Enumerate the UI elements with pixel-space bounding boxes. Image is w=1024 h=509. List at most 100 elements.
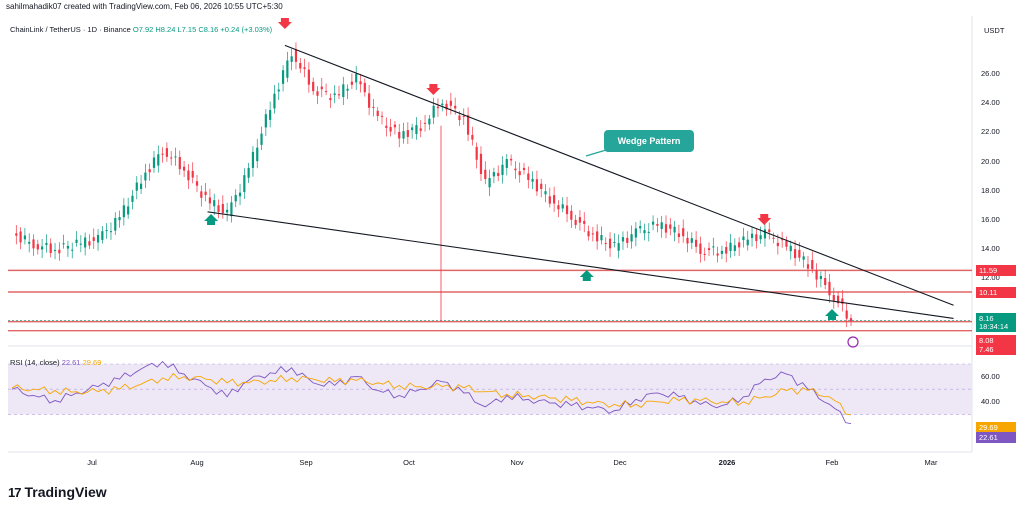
candle-body [471,135,474,140]
candle-body [256,147,259,162]
rsi-tag: 29.69 [976,422,1016,433]
candle-body [763,229,767,239]
tradingview-brand[interactable]: 17 TradingView [8,482,107,502]
candle-body [161,153,164,155]
wedge-pattern-callout: Wedge Pattern [604,130,694,152]
candle-body [733,245,736,251]
candle-body [750,233,754,238]
candle-body [716,253,719,256]
candle-body [518,171,521,176]
price-tag: 18:34:14 [976,321,1016,332]
candle-body [445,103,448,110]
candle-body [19,231,22,243]
candle-body [423,122,427,124]
candle-body [634,228,637,238]
candle-body [178,157,181,170]
time-tick-label: Feb [825,458,839,467]
candle-body [247,167,250,178]
candle-body [535,179,539,192]
candle-body [368,93,371,108]
candle-body [531,178,534,182]
candle-body [66,245,70,249]
candle-body [58,249,61,254]
candle-body [656,223,659,226]
price-legend: ChainLink / TetherUS · 1D · Binance O7.9… [10,25,272,34]
candle-body [621,237,625,242]
rsi-legend-ma: 29.69 [82,358,102,367]
candle-body [815,270,818,280]
candle-body [742,236,745,241]
price-tag: 8.08 [976,335,1016,346]
candle-body [682,228,685,237]
candle-body [462,115,465,117]
candle-body [553,195,556,204]
candle-body [802,256,805,260]
candle-body [170,157,173,159]
tradingview-logo-icon: 17 [8,484,22,500]
candle-body [664,224,668,233]
candle-body [475,146,478,160]
candle-body [578,217,582,223]
candle-body [729,242,732,251]
candle-body [36,244,39,250]
candle-body [540,183,543,189]
up-arrow-icon [825,309,839,320]
candle-body [695,239,698,247]
wedge-pattern-label: Wedge Pattern [617,136,681,146]
ohlc-values: O7.92 H8.24 L7.15 C8.16 +0.24 (+3.03%) [132,25,273,34]
symbol-label: ChainLink / TetherUS · 1D · Binance [10,25,131,34]
candle-body [458,115,461,120]
time-tick-label: Dec [613,458,627,467]
candle-body [466,115,470,135]
time-tick-label: Jul [87,458,97,467]
candle-body [785,240,788,247]
candle-body [849,318,853,322]
candle-body [23,235,27,240]
candle-body [479,153,483,175]
candle-body [101,231,104,240]
candle-body [389,126,392,132]
candle-body [651,221,655,225]
candle-body [522,167,526,171]
candle-body [647,231,650,233]
down-arrow-icon [757,214,772,225]
candle-body [596,231,599,242]
rsi-legend-label: RSI (14, close) [10,358,60,367]
candle-body [746,239,749,246]
candle-body [690,238,693,243]
candle-body [127,206,130,215]
candle-body [772,237,775,239]
candle-body [604,242,607,244]
candle-body [544,191,547,195]
candle-body [75,239,78,243]
candle-body [62,243,65,245]
candle-body [411,127,414,131]
price-tag: 11.59 [976,265,1016,276]
price-tick-label: 14.00 [981,244,1000,254]
candle-body [290,56,293,62]
price-tick-label: 22.00 [981,127,1000,137]
candle-body [183,166,186,171]
candle-body [213,200,216,207]
candle-body [626,237,629,243]
candle-body [45,242,48,245]
candle-body [303,67,306,69]
time-tick-label: 2026 [718,458,736,467]
candle-body [454,105,457,109]
up-arrow-icon [579,270,594,281]
candle-body [122,205,125,218]
candle-body [565,205,569,215]
candle-body [759,235,762,240]
candle-body [15,233,18,236]
candle-body [71,249,74,251]
candle-body [660,222,663,229]
candle-body [264,114,267,128]
header-bar: sahilmahadik07 created with TradingView.… [0,0,1024,14]
candle-body [828,281,831,296]
price-tag: 7.46 [976,344,1016,355]
candle-body [755,234,758,242]
candle-body [699,243,702,254]
time-tick-label: Oct [403,458,415,467]
candle-body [419,128,422,131]
